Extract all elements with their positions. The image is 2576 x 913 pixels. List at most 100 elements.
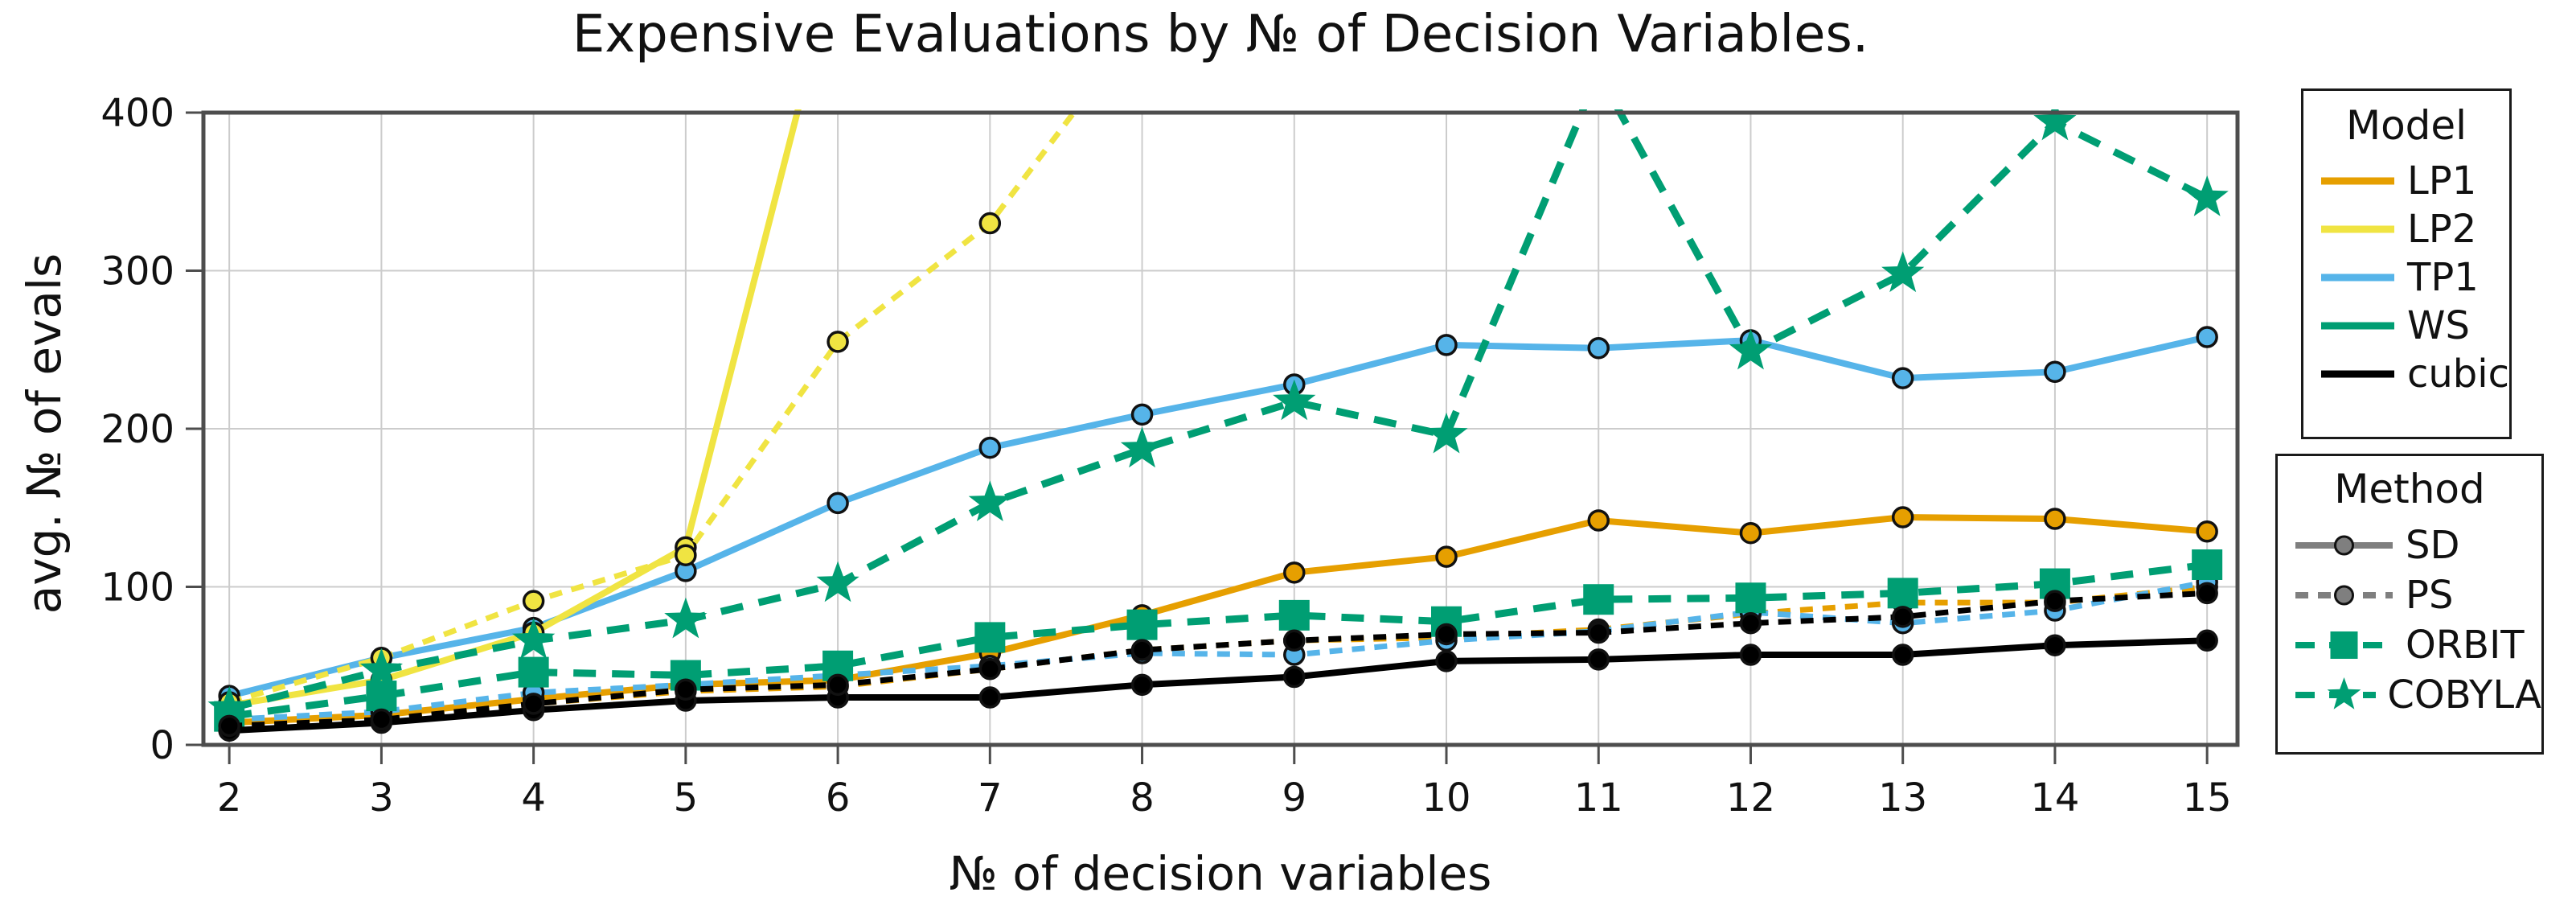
tick-label-x: 3 — [369, 775, 394, 820]
legend-method-rows: SD PS ORBIT COBYLA — [2278, 520, 2541, 720]
marker-ws_orbit — [1278, 599, 1310, 631]
legend-item-label: LP2 — [2407, 207, 2477, 252]
legend-item-orbit: ORBIT — [2278, 620, 2541, 670]
marker-ws_orbit — [1583, 584, 1614, 615]
marker-tp1_sd — [1130, 403, 1154, 426]
legend-model-title: Model — [2345, 102, 2467, 149]
marker-cubic_sd — [2196, 629, 2218, 652]
orbit-swatch-icon — [2295, 631, 2393, 659]
chart-title: Expensive Evaluations by № of Decision V… — [572, 5, 1869, 64]
marker-lp2_ps — [827, 331, 849, 353]
marker-tp1_sd — [827, 491, 849, 515]
tick-label-x: 2 — [217, 775, 242, 820]
legend-item-label: cubic — [2406, 352, 2509, 397]
cobyla-swatch-icon — [2295, 677, 2377, 709]
sd-swatch-icon — [2295, 535, 2393, 556]
marker-lp1_sd — [1435, 545, 1458, 568]
marker-ws_cobyla — [2185, 175, 2229, 216]
marker-cubic_sd — [1891, 644, 1914, 666]
legend-method-title: Method — [2334, 466, 2485, 512]
marker-lp2_ps — [978, 212, 1002, 235]
marker-ws_orbit — [1735, 582, 1766, 614]
plot-border — [201, 110, 2240, 747]
marker-tp1_sd — [1435, 334, 1458, 356]
marker-lp2_ps — [675, 544, 697, 566]
marker-lp1_sd — [1739, 521, 1762, 545]
tick-label-x: 12 — [1726, 775, 1775, 820]
series-line-lp1_sd — [228, 513, 2208, 726]
tick-label-y: 100 — [100, 565, 174, 611]
x-axis-label: № of decision variables — [949, 846, 1492, 901]
cubic-swatch-icon — [2321, 370, 2394, 378]
marker-lp1_sd — [1587, 509, 1610, 532]
tick-label-y: 400 — [100, 91, 174, 136]
marker-cubic_ps — [370, 708, 393, 731]
series-line-cubic_sd — [228, 637, 2208, 734]
marker-ws_cobyla — [664, 597, 708, 639]
marker-ws_cobyla — [1577, 51, 1620, 92]
marker-ws_orbit — [1887, 578, 1918, 609]
lp2-swatch-icon — [2321, 225, 2394, 233]
marker-tp1_sd — [2196, 326, 2218, 348]
marker-cubic_ps — [2196, 582, 2218, 605]
marker-cubic_ps — [1130, 639, 1154, 661]
marker-tp1_sd — [1587, 337, 1610, 360]
marker-ws_cobyla — [2033, 109, 2077, 141]
marker-lp1_sd — [1891, 506, 1914, 528]
marker-tp1_sd — [1891, 367, 1914, 389]
marker-cubic_ps — [978, 657, 1002, 681]
tp1-swatch-icon — [2321, 273, 2394, 282]
marker-cubic_sd — [2044, 634, 2066, 656]
ws-swatch-icon — [2321, 322, 2394, 330]
series-layer — [207, 51, 2229, 742]
legend-model-rows: LP1 LP2 TP1 WS cubic — [2303, 157, 2509, 398]
marker-cubic_ps — [1283, 629, 1306, 652]
tick-label-x: 7 — [978, 775, 1003, 820]
marker-lp2_ps — [522, 590, 545, 612]
legend-item-lp2: LP2 — [2303, 205, 2509, 253]
legend-item-sd: SD — [2278, 520, 2541, 570]
tick-label-x: 9 — [1282, 775, 1307, 820]
marker-cubic_ps — [1891, 606, 1914, 628]
tick-label-y: 200 — [100, 407, 174, 452]
marker-cubic_sd — [1587, 648, 1610, 671]
tick-label-y: 300 — [100, 249, 174, 294]
tick-label-y: 0 — [150, 723, 174, 768]
legend-item-cobyla: COBYLA — [2278, 670, 2541, 720]
marker-cubic_ps — [1739, 611, 1762, 635]
marker-cubic_ps — [218, 714, 240, 738]
legend-item-label: LP1 — [2407, 158, 2477, 204]
marker-cubic_sd — [1283, 665, 1306, 689]
marker-cubic_sd — [1435, 650, 1458, 672]
marker-tp1_sd — [2044, 360, 2066, 384]
ps-swatch-icon — [2295, 585, 2393, 606]
legend-model: Model LP1 LP2 TP1 WS cubic — [2301, 88, 2512, 439]
tick-label-x: 11 — [1574, 775, 1623, 820]
legend-item-label: TP1 — [2407, 255, 2479, 300]
tick-label-x: 6 — [826, 775, 851, 820]
marker-lp1_sd — [2196, 520, 2218, 543]
legend-item-lp1: LP1 — [2303, 157, 2509, 205]
series-line-cubic_ps — [229, 590, 2208, 729]
marker-ws_cobyla — [207, 685, 251, 727]
legend-item-label: PS — [2406, 573, 2454, 618]
legend-item-label: SD — [2406, 523, 2460, 568]
legend-item-label: COBYLA — [2387, 672, 2541, 718]
marker-cubic_ps — [2044, 590, 2066, 612]
marker-ws_cobyla — [1729, 328, 1773, 370]
legend-method: Method SD PS ORBIT COBYLA — [2275, 454, 2544, 755]
marker-ws_orbit — [2192, 549, 2223, 580]
tick-label-x: 4 — [521, 775, 546, 820]
marker-cubic_ps — [1435, 623, 1458, 646]
marker-ws_cobyla — [1120, 426, 1164, 468]
legend-item-label: ORBIT — [2406, 623, 2525, 668]
marker-cubic_ps — [1587, 621, 1610, 644]
y-axis-label: avg. № of evals — [17, 253, 72, 615]
legend-item-cubic: cubic — [2303, 350, 2509, 398]
marker-cubic_ps — [827, 673, 849, 697]
tick-label-x: 5 — [674, 775, 699, 820]
marker-cubic_sd — [978, 686, 1002, 709]
legend-item-tp1: TP1 — [2303, 253, 2509, 302]
